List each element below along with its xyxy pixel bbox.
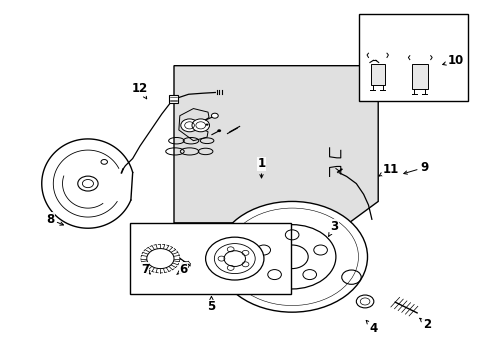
Bar bbox=[370, 64, 384, 85]
Polygon shape bbox=[41, 139, 132, 228]
Text: 8: 8 bbox=[46, 213, 63, 226]
Text: 1: 1 bbox=[257, 157, 265, 178]
Circle shape bbox=[192, 119, 209, 132]
Circle shape bbox=[181, 119, 198, 132]
Text: 9: 9 bbox=[403, 161, 427, 174]
Circle shape bbox=[217, 129, 221, 132]
Circle shape bbox=[356, 295, 373, 308]
Text: 10: 10 bbox=[442, 54, 463, 67]
Circle shape bbox=[216, 202, 367, 312]
Text: 6: 6 bbox=[176, 263, 187, 276]
Text: 11: 11 bbox=[378, 163, 398, 176]
Text: 2: 2 bbox=[419, 318, 430, 331]
Text: 7: 7 bbox=[141, 263, 150, 276]
Bar bbox=[169, 95, 178, 103]
Circle shape bbox=[211, 113, 218, 118]
Bar bbox=[411, 64, 427, 89]
Text: 4: 4 bbox=[366, 320, 377, 335]
Circle shape bbox=[276, 245, 307, 269]
Text: 12: 12 bbox=[132, 82, 148, 99]
Bar bbox=[130, 223, 290, 294]
Circle shape bbox=[146, 249, 174, 269]
Text: 3: 3 bbox=[328, 220, 338, 236]
Text: 5: 5 bbox=[207, 296, 215, 313]
Bar bbox=[358, 14, 467, 102]
Circle shape bbox=[205, 237, 264, 280]
Circle shape bbox=[205, 123, 208, 126]
Circle shape bbox=[248, 225, 335, 289]
Polygon shape bbox=[174, 66, 377, 223]
